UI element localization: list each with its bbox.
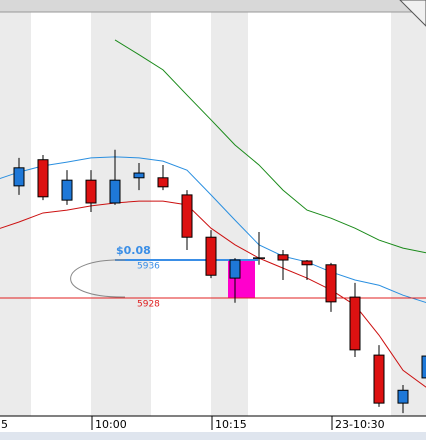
candle-body [157,177,169,188]
candle-body [301,260,313,266]
time-stripes [0,0,426,416]
lower-level-label: 5928 [137,300,160,310]
candle-body [109,179,121,204]
candle-body [85,179,97,204]
candle-body [397,389,409,404]
candle-body [229,259,241,279]
candle-body [421,355,426,379]
bottom-bar [0,432,426,440]
corner [399,0,426,27]
candle-body [373,354,385,404]
x-tick-label: 23-10:30 [335,418,385,431]
x-tick-label: 5 [1,418,8,431]
top-bar [0,0,426,12]
candle-body [133,172,145,179]
change-label: $0.08 [116,244,151,257]
plot-area: $0.08 5936 5928 [0,39,426,414]
candle-body [325,264,337,303]
candle-body [205,236,217,276]
moving-average-line [0,156,426,304]
candle-body [61,179,73,201]
candle-body [349,296,361,351]
candle-body [181,194,193,238]
annotation-curve [70,259,126,298]
x-tick-label: 10:15 [215,418,247,431]
upper-level-label: 5936 [137,262,160,272]
candle-body [37,159,49,198]
candle-body [13,167,25,187]
x-tick-label: 10:00 [95,418,127,431]
candle-body [277,254,289,261]
moving-average-line [114,39,426,254]
